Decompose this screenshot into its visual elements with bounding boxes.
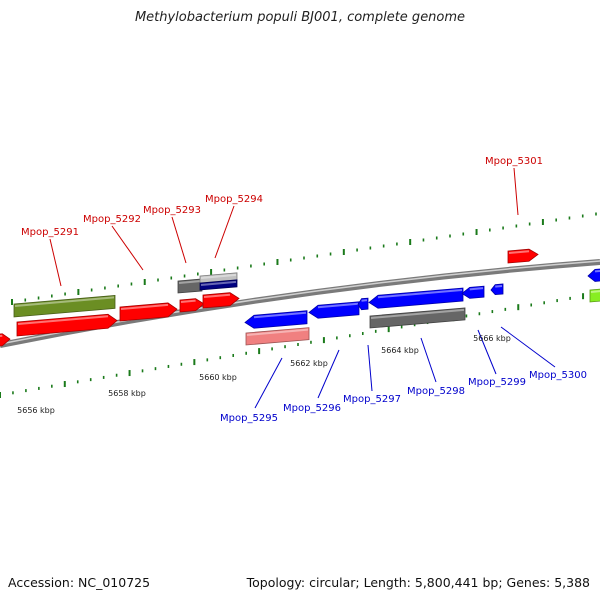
gene-feature-left-edge[interactable] [0,333,11,347]
gene-label-mpop-5296[interactable]: Mpop_5296 [283,403,341,414]
gene-label-mpop-5295[interactable]: Mpop_5295 [220,413,278,424]
leader-line [49,238,62,287]
gene-arrow-highlight [253,311,307,319]
gene-arrow-highlight [495,284,503,288]
gene-arrow-highlight [17,315,109,325]
gene-arrow-highlight [203,293,231,298]
scale-kbp-label: 5662 kbp [290,359,328,368]
gene-feature[interactable] [490,283,504,296]
leader-line [513,167,519,216]
leader-line [420,337,437,383]
gene-arrow-body[interactable] [244,310,308,329]
genome-title: Methylobacterium populi BJ001, complete … [134,10,466,25]
gene-arrow-body[interactable] [368,287,464,309]
gene-feature-gray[interactable] [177,278,203,294]
leader-line [254,357,283,409]
scale-kbp-label: 5666 kbp [473,334,511,343]
gene-feature-olive[interactable] [13,294,116,318]
leader-line [111,225,144,271]
gene-arrow-highlight [317,302,359,309]
gene-box-highlight [178,279,202,284]
gene-label-mpop-5291[interactable]: Mpop_5291 [21,227,79,238]
gene-feature[interactable] [461,285,485,299]
scale-kbp-label: 5664 kbp [381,346,419,355]
gene-box-highlight [14,296,115,307]
gene-feature[interactable] [16,313,118,337]
gene-label-mpop-5292[interactable]: Mpop_5292 [83,214,141,225]
gene-feature[interactable] [244,310,308,329]
gene-feature-right-edge[interactable] [587,268,600,282]
gene-feature[interactable] [368,287,464,309]
leader-line [477,329,497,375]
gene-feature[interactable] [202,292,240,309]
gene-arrow-highlight [508,250,530,254]
gene-feature[interactable] [507,248,539,264]
gene-arrow-highlight [594,269,600,273]
gene-box-highlight [200,273,237,279]
forward-scale-ticks [11,212,597,305]
scale-kbp-label: 5658 kbp [108,389,146,398]
gene-feature[interactable] [119,302,178,322]
leader-line [367,344,373,392]
gene-label-mpop-5300[interactable]: Mpop_5300 [529,370,587,381]
gene-label-mpop-5298[interactable]: Mpop_5298 [407,386,465,397]
gene-arrow-highlight [469,287,484,291]
gene-arrow-highlight [361,299,368,302]
gene-arrow-body[interactable] [16,313,118,337]
gene-feature-lime[interactable] [589,288,600,303]
gene-feature-navy[interactable] [199,279,238,291]
gene-box-body[interactable] [369,307,466,329]
gene-feature-pink[interactable] [245,327,310,346]
gene-arrow-highlight [377,289,463,299]
gene-label-mpop-5301[interactable]: Mpop_5301 [485,156,543,167]
gene-box-highlight [246,328,309,336]
genome-summary-text: Topology: circular; Length: 5,800,441 bp… [246,575,590,590]
accession-text: Accession: NC_010725 [8,575,151,590]
gene-arrow-highlight [180,299,196,303]
leader-line [500,326,556,368]
leader-line [317,349,340,399]
gene-label-mpop-5293[interactable]: Mpop_5293 [143,205,201,216]
gene-label-mpop-5297[interactable]: Mpop_5297 [343,394,401,405]
gene-box-body[interactable] [13,294,116,318]
gene-feature-gray[interactable] [369,307,466,329]
gene-arrow-highlight [0,334,3,337]
gene-arrow-body[interactable] [308,301,360,319]
gene-label-mpop-5294[interactable]: Mpop_5294 [205,194,263,205]
gene-box-highlight [370,308,465,319]
gene-arrow-highlight [590,290,600,293]
gene-label-mpop-5299[interactable]: Mpop_5299 [468,377,526,388]
gene-box-body[interactable] [245,327,310,346]
gene-arrow-body[interactable] [0,333,11,347]
gene-feature[interactable] [357,297,369,311]
gene-box-highlight [200,280,237,286]
gene-feature[interactable] [308,301,360,319]
leader-line [171,216,187,264]
scale-kbp-label: 5660 kbp [199,373,237,382]
scale-kbp-label: 5656 kbp [17,406,55,415]
leader-line [214,205,235,259]
gene-arrow-highlight [120,303,169,310]
gene-feature[interactable] [179,298,205,313]
